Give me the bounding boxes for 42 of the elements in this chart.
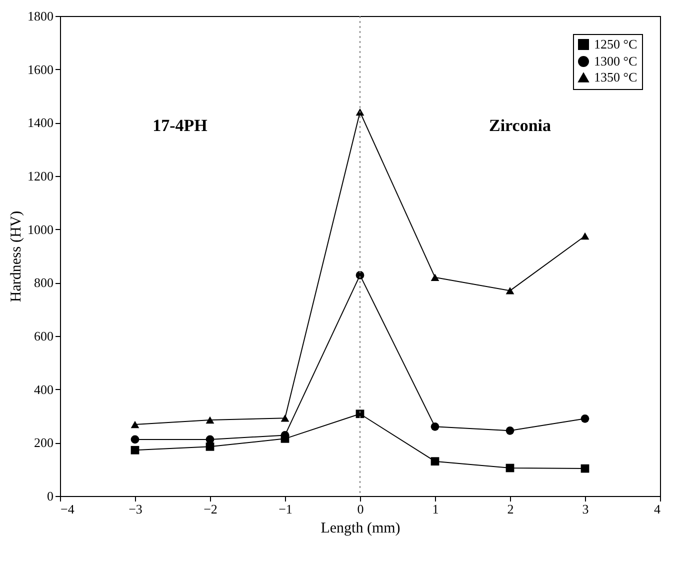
y-axis-title: Hardness (HV) <box>8 210 24 302</box>
point <box>580 414 590 423</box>
x-tick-label: −2 <box>204 502 218 516</box>
point <box>580 232 590 240</box>
x-tick-label: 4 <box>654 502 661 516</box>
point <box>506 426 514 435</box>
y-tick-label: 200 <box>34 435 54 450</box>
point <box>506 287 514 294</box>
annotation: Zirconia <box>488 116 552 135</box>
point <box>206 416 214 424</box>
y-tick-label: 0 <box>47 488 54 504</box>
x-tick-label: 3 <box>582 502 589 516</box>
point <box>580 464 590 473</box>
annotation: 17-4PH <box>152 116 208 135</box>
y-tick-label: 600 <box>34 328 54 344</box>
y-tick-label: 1400 <box>28 115 54 130</box>
x-axis-title: Length (mm) <box>320 520 400 536</box>
y-tick-label: 1800 <box>28 8 54 24</box>
y-tick-label: 800 <box>34 275 54 290</box>
x-tick-label: 2 <box>507 502 514 516</box>
point <box>430 457 440 466</box>
x-tick-label: −3 <box>128 502 142 516</box>
x-tick-label: 1 <box>432 502 439 516</box>
point <box>356 410 364 418</box>
x-tick-label: −4 <box>60 502 75 516</box>
legend-label: 1300 °C <box>594 54 638 68</box>
point <box>280 414 290 422</box>
point <box>430 422 440 431</box>
legend-label: 1250 °C <box>594 36 638 52</box>
y-tick-label: 1000 <box>28 222 54 237</box>
y-tick-label: 400 <box>34 382 54 397</box>
point <box>506 464 514 472</box>
y-tick-label: 1600 <box>28 62 54 77</box>
legend-label: 1350 °C <box>594 70 638 84</box>
point <box>430 274 440 281</box>
point <box>130 446 140 454</box>
x-tick-label: 0 <box>357 502 364 516</box>
x-tick-label: −1 <box>278 502 292 516</box>
point <box>130 420 140 428</box>
point <box>130 435 140 444</box>
y-tick-label: 1200 <box>28 168 54 184</box>
point <box>206 442 214 451</box>
